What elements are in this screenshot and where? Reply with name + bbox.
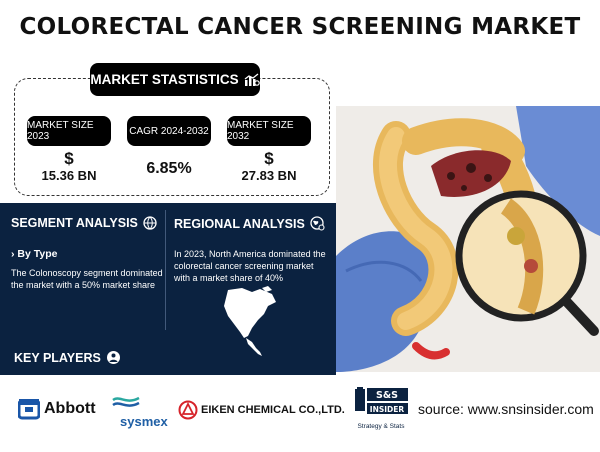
regional-analysis-header: REGIONAL ANALYSIS	[174, 216, 325, 231]
segment-analysis-heading: SEGMENT ANALYSIS	[11, 216, 138, 230]
sns-insider-logo: S&S INSIDER Strategy & Stats	[355, 387, 408, 433]
segment-analysis-header: SEGMENT ANALYSIS	[11, 216, 157, 230]
eiken-logo: EIKEN CHEMICAL CO.,LTD.	[178, 400, 345, 420]
segment-subheading: › By Type	[11, 248, 58, 260]
svg-text:INSIDER: INSIDER	[370, 405, 405, 414]
section-divider	[165, 210, 166, 330]
regional-analysis-heading: REGIONAL ANALYSIS	[174, 216, 305, 231]
market-size-2023-value: $ 15.36 BN	[19, 149, 119, 184]
svg-text:S&S: S&S	[376, 390, 398, 401]
abbott-icon	[18, 399, 40, 420]
regional-text-line1: In 2023, North America dominated the	[174, 249, 326, 259]
dollar-icon: $	[264, 149, 274, 168]
sysmex-logo: sysmex	[112, 396, 168, 429]
sysmex-name: sysmex	[120, 414, 168, 429]
key-players-header: KEY PLAYERS	[14, 350, 121, 365]
abbott-name: Abbott	[44, 400, 96, 417]
svg-text:Strategy & Stats: Strategy & Stats	[358, 423, 406, 430]
market-stats-heading: MARKET STASTISTICS	[90, 72, 239, 87]
market-size-2032-value: $ 27.83 BN	[219, 149, 319, 184]
key-players-heading: KEY PLAYERS	[14, 350, 101, 365]
abbott-logo: Abbott	[18, 398, 96, 420]
sns-insider-emblem: S&S INSIDER Strategy & Stats	[355, 387, 408, 430]
dollar-icon: $	[64, 149, 74, 168]
globe-gear-icon	[310, 216, 325, 231]
sysmex-icon	[112, 396, 140, 407]
north-america-map	[224, 286, 276, 356]
key-players-bar: Abbott sysmex EIKEN CHEMICAL CO.,LTD.	[10, 378, 345, 442]
regional-text-line2: colorectal cancer screening market	[174, 261, 314, 271]
eiken-name: EIKEN CHEMICAL CO.,LTD.	[201, 404, 345, 416]
analysis-band	[0, 203, 336, 375]
gear-globe-icon	[143, 216, 157, 230]
colon-illustration	[336, 106, 600, 372]
source-text: source: www.snsinsider.com	[418, 401, 594, 417]
page-title: COLORECTAL CANCER SCREENING MARKET	[19, 14, 581, 40]
market-size-2023-label: MARKET SIZE 2023	[27, 116, 111, 146]
regional-text-line3: with a market share of 40%	[174, 273, 284, 283]
cagr-value: 6.85%	[146, 160, 192, 177]
chart-settings-icon	[244, 72, 260, 86]
person-dollar-icon	[106, 351, 120, 364]
segment-text-line2: the market with a 50% market share	[11, 280, 156, 290]
market-stats-header: MARKET STASTISTICS	[90, 63, 260, 96]
segment-text-line1: The Colonoscopy segment dominated	[11, 268, 163, 278]
cagr-label: CAGR 2024-2032	[127, 116, 211, 146]
colon-model-photo	[336, 106, 600, 372]
market-size-2032-label: MARKET SIZE 2032	[227, 116, 311, 146]
eiken-icon	[178, 400, 198, 420]
